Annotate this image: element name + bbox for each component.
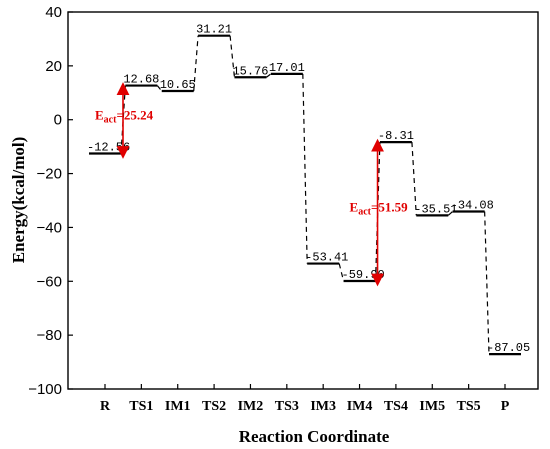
data-label-TS5: -34.08 bbox=[451, 198, 494, 212]
y-tick-label: 20 bbox=[45, 58, 62, 75]
data-label-TS2: 31.21 bbox=[196, 23, 232, 37]
y-tick-label: −20 bbox=[37, 166, 62, 183]
x-tick-label: IM4 bbox=[347, 399, 373, 414]
axes: −100 −80 −60 −40 −20 0 20 40 R TS1 IM1 TS2 IM2 TS3 IM3… bbox=[28, 4, 539, 414]
activation-label: Eact=25.24 bbox=[95, 108, 154, 126]
connector-TS4-IM5 bbox=[411, 142, 417, 216]
x-tick-label: IM3 bbox=[310, 399, 336, 414]
x-tick-label: TS4 bbox=[384, 399, 408, 414]
connector-TS2-IM2 bbox=[229, 35, 236, 78]
x-tick-label: TS1 bbox=[129, 399, 153, 414]
x-tick-label: TS5 bbox=[457, 399, 481, 414]
connector-IM5-TS5 bbox=[447, 211, 454, 216]
x-tick-label: R bbox=[100, 399, 111, 414]
connector-TS1-IM1 bbox=[156, 85, 163, 92]
x-tick-label: TS2 bbox=[202, 399, 226, 414]
data-label-IM2: 15.76 bbox=[232, 64, 268, 78]
x-axis-title: Reaction Coordinate bbox=[239, 427, 390, 446]
data-label-IM3: -53.41 bbox=[305, 251, 348, 265]
data-label-IM1: 10.65 bbox=[160, 78, 196, 92]
data-label-IM5: -35.51 bbox=[414, 202, 457, 216]
y-tick-label: 0 bbox=[54, 112, 62, 129]
x-tick-label: IM1 bbox=[165, 399, 191, 414]
y-tick-label: −40 bbox=[37, 219, 62, 236]
energy-levels bbox=[89, 34, 521, 356]
y-tick-label: 40 bbox=[45, 4, 62, 21]
connector-IM3-IM4 bbox=[338, 263, 345, 282]
x-tick-label: IM2 bbox=[238, 399, 264, 414]
activation-label: Eact=51.59 bbox=[350, 200, 409, 218]
x-tick-label: TS3 bbox=[275, 399, 299, 414]
activation-annotations: Eact=25.24 Eact=51.59 bbox=[95, 82, 409, 287]
plot-frame bbox=[67, 11, 539, 390]
data-label-TS4: -8.31 bbox=[378, 129, 414, 143]
x-tick-label: P bbox=[501, 399, 510, 414]
y-tick-label: −80 bbox=[37, 327, 62, 344]
connector-IM1-TS2 bbox=[193, 35, 199, 92]
x-tick-label: IM5 bbox=[419, 399, 445, 414]
connector-TS5-P bbox=[484, 211, 490, 355]
connector-IM2-TS3 bbox=[266, 73, 272, 78]
data-label-TS3: 17.01 bbox=[269, 61, 305, 75]
y-tick-label: −60 bbox=[37, 273, 62, 290]
data-label-TS1: 12.68 bbox=[123, 73, 159, 87]
connector-TS3-IM3 bbox=[302, 73, 308, 264]
y-tick-label: −100 bbox=[28, 381, 62, 398]
data-label-P: -87.05 bbox=[487, 341, 530, 355]
y-axis-title: Energy(kcal/mol) bbox=[9, 137, 28, 264]
